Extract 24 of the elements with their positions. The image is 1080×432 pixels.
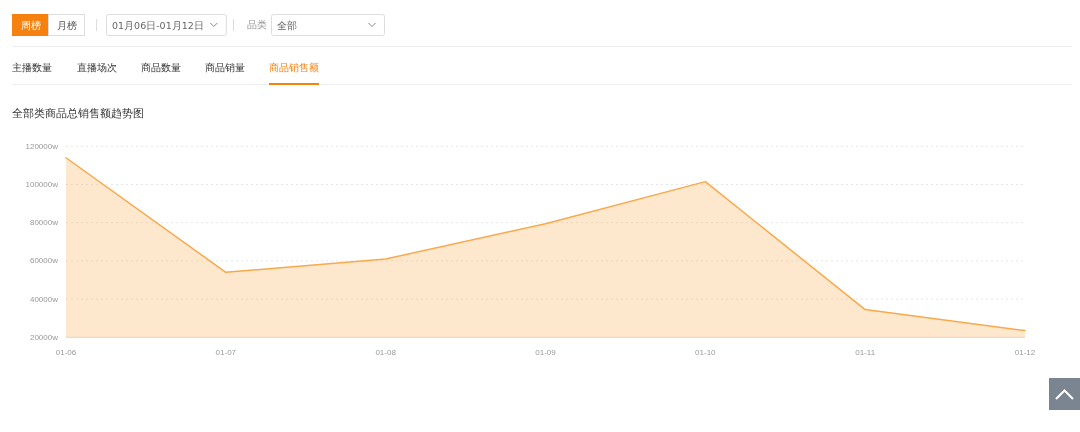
text: 商品数量 (141, 61, 181, 73)
x-tick-label: 01-09 (535, 347, 557, 357)
text: 全部 (277, 19, 297, 31)
text: 周榜 (20, 19, 41, 31)
text: 商品销售额 (269, 61, 319, 73)
y-tick-label: 120000w (25, 141, 59, 151)
text: 01月06日-01月12日 (112, 19, 204, 31)
y-tick-label: 60000w (29, 256, 59, 266)
y-tick-label: 20000w (29, 332, 59, 342)
x-tick-label: 01-11 (855, 347, 876, 357)
x-tick-label: 01-07 (215, 347, 237, 357)
text: 商品销量 (205, 61, 245, 73)
x-tick-label: 01-10 (695, 347, 717, 357)
text: 月榜 (56, 19, 77, 31)
x-tick-label: 01-08 (375, 347, 397, 357)
text: 品类 (247, 19, 267, 30)
x-tick-label: 01-06 (55, 347, 77, 357)
y-tick-label: 40000w (29, 294, 59, 304)
x-tick-label: 01-12 (1014, 347, 1036, 357)
chart-title: 全部类商品总销售额趋势图 (12, 107, 144, 119)
y-tick-label: 80000w (29, 218, 59, 228)
y-tick-label: 100000w (25, 180, 59, 189)
text: 主播数量 (12, 61, 52, 73)
text: 直播场次 (77, 61, 117, 73)
